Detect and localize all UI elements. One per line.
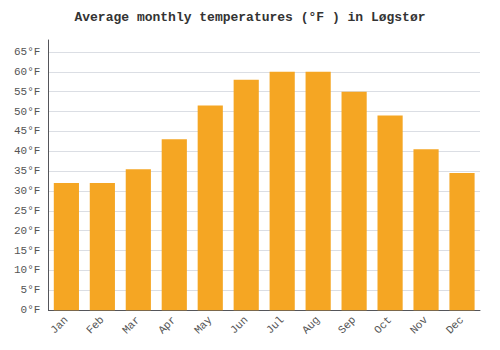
- svg-text:Apr: Apr: [156, 314, 178, 336]
- svg-text:Jan: Jan: [48, 314, 70, 336]
- svg-text:Oct: Oct: [372, 314, 394, 336]
- svg-text:Jun: Jun: [228, 314, 250, 336]
- svg-text:45°F: 45°F: [14, 125, 40, 137]
- svg-text:Mar: Mar: [120, 314, 142, 336]
- svg-text:0°F: 0°F: [21, 304, 41, 316]
- svg-text:55°F: 55°F: [14, 86, 40, 98]
- svg-text:20°F: 20°F: [14, 225, 40, 237]
- svg-text:35°F: 35°F: [14, 165, 40, 177]
- svg-text:25°F: 25°F: [14, 205, 40, 217]
- svg-text:65°F: 65°F: [14, 46, 40, 58]
- svg-text:40°F: 40°F: [14, 145, 40, 157]
- svg-text:Nov: Nov: [408, 314, 431, 337]
- svg-text:Dec: Dec: [444, 314, 466, 336]
- svg-text:Jul: Jul: [264, 314, 286, 336]
- svg-text:Sep: Sep: [336, 314, 358, 336]
- svg-text:Average monthly temperatures (: Average monthly temperatures (°F ) in Lø…: [74, 10, 425, 25]
- svg-text:30°F: 30°F: [14, 185, 40, 197]
- svg-text:May: May: [192, 314, 215, 337]
- svg-text:Aug: Aug: [300, 314, 322, 336]
- svg-text:50°F: 50°F: [14, 106, 40, 118]
- svg-text:Feb: Feb: [84, 314, 106, 336]
- svg-text:15°F: 15°F: [14, 245, 40, 257]
- svg-text:10°F: 10°F: [14, 264, 40, 276]
- svg-text:60°F: 60°F: [14, 66, 40, 78]
- svg-text:5°F: 5°F: [21, 284, 41, 296]
